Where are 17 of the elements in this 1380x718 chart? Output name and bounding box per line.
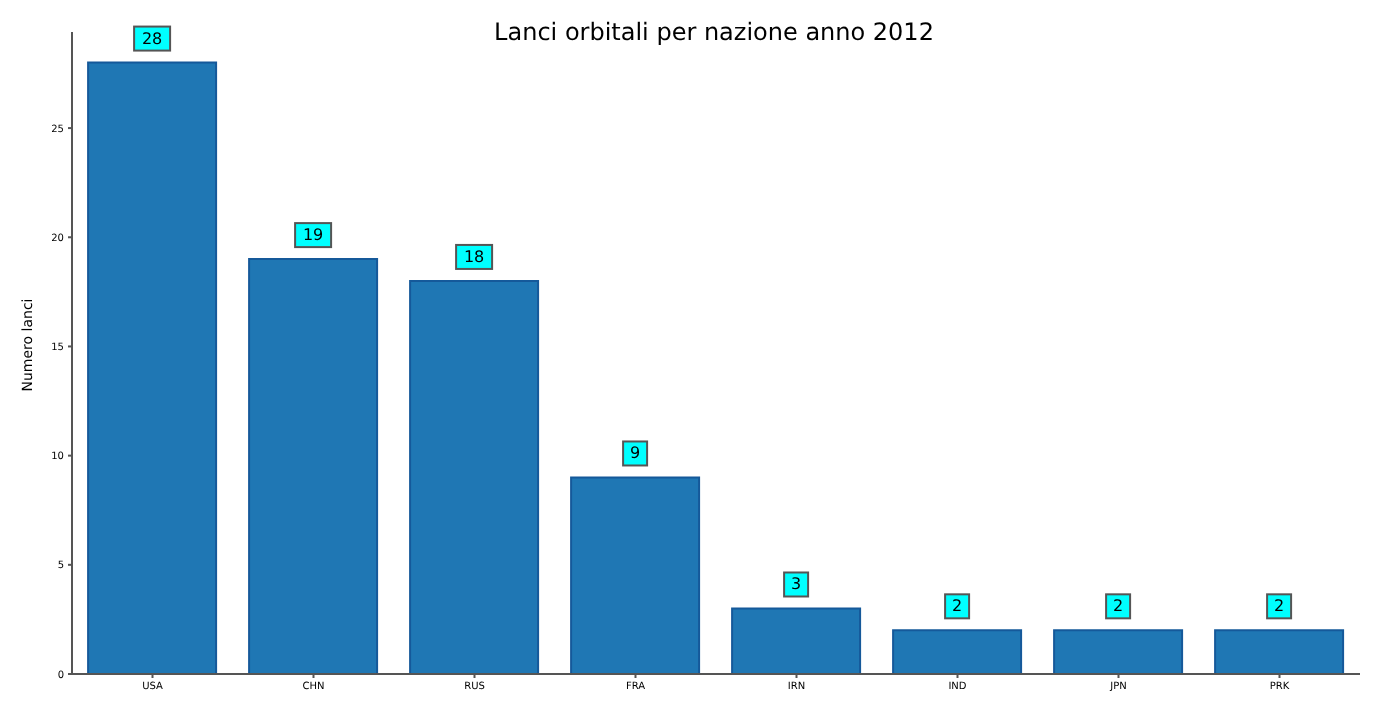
data-label: 2: [1274, 597, 1285, 616]
bar: [409, 279, 540, 674]
bar: [248, 258, 379, 674]
chart-title: Lanci orbitali per nazione anno 2012: [494, 18, 934, 46]
data-label: 2: [952, 597, 963, 616]
bar: [1214, 629, 1345, 674]
bar: [87, 61, 218, 674]
bar: [570, 476, 701, 674]
bar: [1053, 629, 1184, 674]
data-label: 9: [630, 444, 641, 463]
data-label: 18: [463, 247, 485, 266]
bar: [892, 629, 1023, 674]
data-label: 2: [1113, 597, 1124, 616]
bar: [731, 607, 862, 674]
data-label: 19: [302, 226, 324, 245]
data-label: 28: [141, 29, 163, 48]
data-label: 3: [791, 575, 802, 594]
